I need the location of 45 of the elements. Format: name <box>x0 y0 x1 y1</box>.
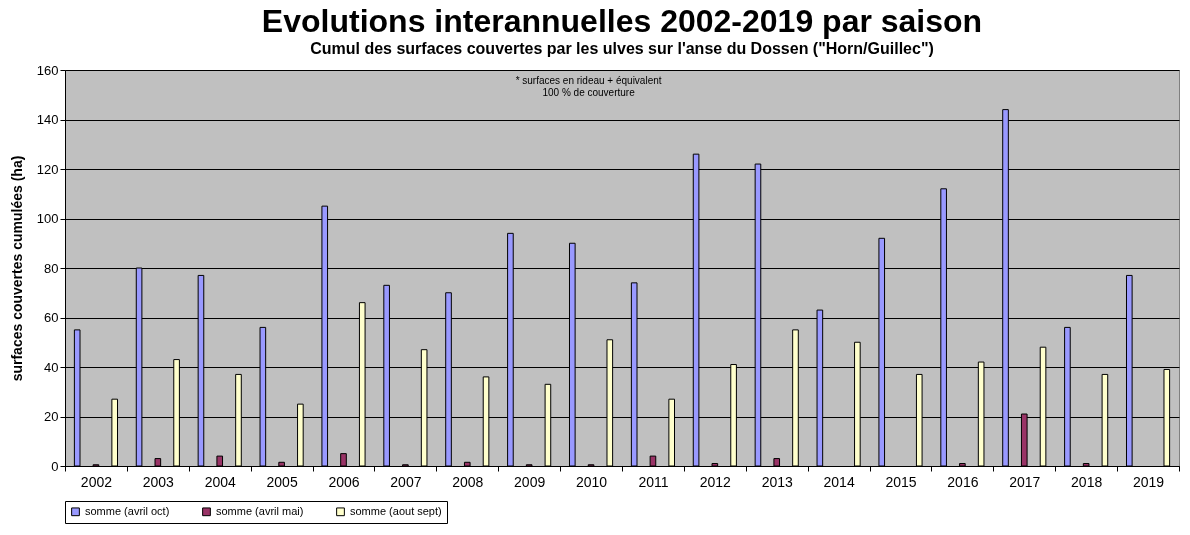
x-tick-label: 2014 <box>823 473 855 490</box>
y-tick-label: 100 <box>36 211 59 226</box>
y-tick-label: 40 <box>44 359 59 375</box>
bar <box>959 463 966 467</box>
annotation: 100 % de couverture <box>542 87 636 98</box>
bar <box>216 455 224 467</box>
bar <box>649 455 657 467</box>
legend-label: somme (avril mai) <box>216 504 304 517</box>
x-tick-label: 2006 <box>328 473 360 490</box>
x-tick-label: 2018 <box>1071 473 1103 490</box>
x-tick-label: 2003 <box>142 473 175 490</box>
x-tick-label: 2008 <box>452 473 484 490</box>
y-tick-label: 140 <box>36 112 59 127</box>
y-tick-label: 0 <box>51 458 59 474</box>
y-tick-label: 80 <box>44 260 59 276</box>
y-tick-label: 60 <box>44 310 59 325</box>
bar <box>278 461 285 467</box>
bar <box>1082 463 1090 467</box>
bar <box>154 458 162 467</box>
y-tick-label: 20 <box>44 409 59 424</box>
x-tick-label: 2005 <box>266 473 298 490</box>
bar <box>340 453 347 467</box>
x-tick-label: 2011 <box>638 473 669 490</box>
x-tick-label: 2016 <box>947 473 979 490</box>
y-tick-label: 160 <box>36 62 59 78</box>
legend-label: somme (avril oct) <box>85 504 170 517</box>
chart-title: Evolutions interannuelles 2002-2019 par saison <box>261 3 983 39</box>
x-tick-label: 2019 <box>1132 473 1165 490</box>
x-tick-label: 2010 <box>575 473 608 490</box>
x-tick-label: 2009 <box>514 473 546 490</box>
bar <box>463 461 471 467</box>
legend-label: somme (aout sept) <box>350 504 442 517</box>
x-tick-label: 2007 <box>390 473 422 490</box>
y-tick-label: 120 <box>36 161 59 177</box>
x-tick-label: 2002 <box>80 473 113 490</box>
x-tick-label: 2013 <box>761 473 793 490</box>
y-axis-title: surfaces couvertes cumulées (ha) <box>8 155 25 382</box>
chart-subtitle: Cumul des surfaces couvertes par les ulves sur l'anse du Dossen ("Horn/Guillec") <box>310 40 934 57</box>
annotation: * surfaces en rideau + équivalent <box>515 75 662 86</box>
x-tick-label: 2012 <box>699 473 732 490</box>
x-tick-label: 2015 <box>885 473 917 490</box>
bar <box>773 458 781 467</box>
bar <box>711 463 719 467</box>
x-tick-label: 2004 <box>204 473 236 490</box>
x-tick-label: 2017 <box>1009 473 1041 490</box>
